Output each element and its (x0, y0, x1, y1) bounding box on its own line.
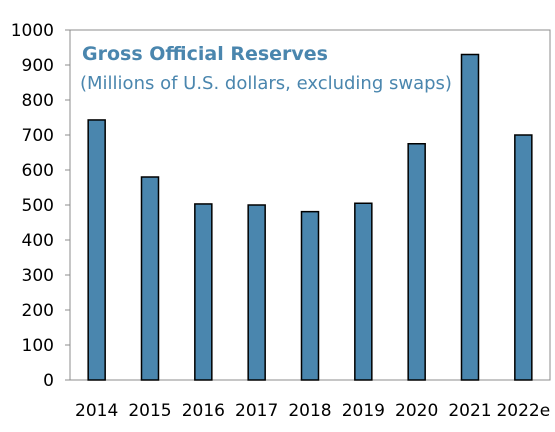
bar-2014 (87, 119, 106, 381)
y-tick-label: 500 (22, 196, 54, 216)
y-tick-label: 900 (22, 56, 54, 76)
x-tick-label: 2014 (75, 401, 118, 421)
chart-title: Gross Official Reserves (82, 43, 328, 65)
bar-2018 (300, 210, 320, 381)
y-tick-label: 0 (43, 371, 54, 391)
y-tick-label: 100 (22, 336, 54, 356)
x-tick-label: 2017 (235, 401, 278, 421)
x-tick-label: 2020 (395, 401, 438, 421)
chart-subtitle: (Millions of U.S. dollars, excluding swa… (80, 73, 452, 94)
bar-2015 (140, 176, 160, 381)
bar-2016 (194, 203, 213, 381)
y-tick-label: 400 (22, 231, 54, 251)
bar-2020 (407, 143, 426, 381)
x-tick-label: 2021 (448, 401, 491, 421)
x-tick-label: 2022e (496, 401, 550, 421)
y-tick-label: 800 (22, 91, 54, 111)
x-axis-ticks: 2014 2015 2016 2017 2018 2019 2020 2021 2022e (75, 401, 550, 421)
y-tick-label: 600 (22, 161, 54, 181)
bar-2022e (514, 134, 533, 381)
x-tick-label: 2015 (128, 401, 171, 421)
bar-2017 (247, 204, 266, 381)
x-tick-label: 2019 (342, 401, 385, 421)
y-tick-label: 700 (22, 126, 54, 146)
y-tick-label: 200 (22, 301, 54, 321)
y-tick-label: 1000 (11, 21, 54, 41)
x-tick-label: 2018 (288, 401, 331, 421)
y-tick-label: 300 (22, 266, 54, 286)
x-tick-label: 2016 (182, 401, 225, 421)
y-axis-ticks: 0 100 200 300 400 500 600 700 800 900 1000 (11, 21, 70, 391)
bar-2019 (354, 202, 373, 381)
bars (87, 53, 533, 381)
bar-2021 (460, 53, 480, 381)
